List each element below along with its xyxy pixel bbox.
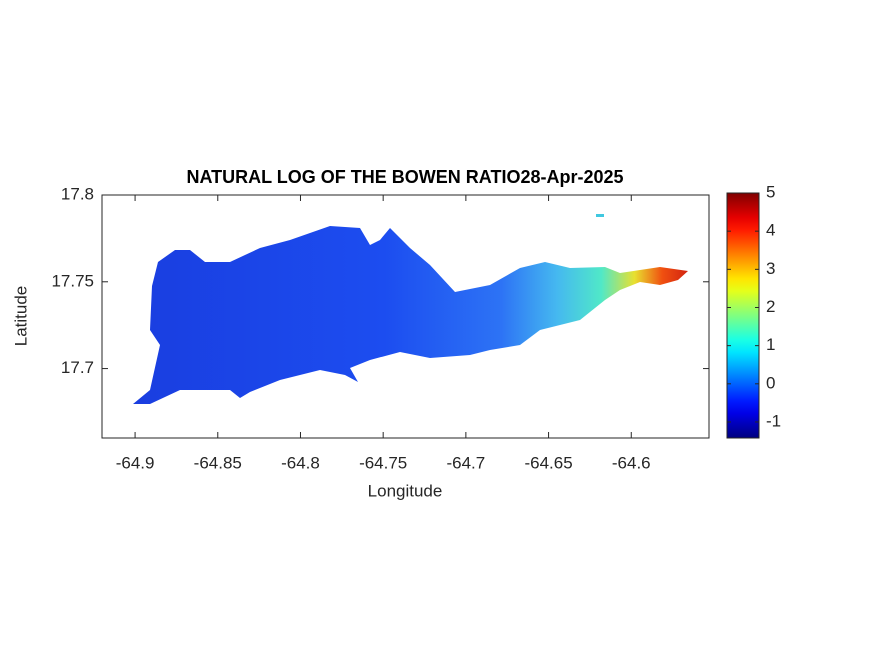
colorbar-tick-label: 3 [766,259,775,278]
x-tick-label: -64.6 [612,453,651,472]
chart-title: NATURAL LOG OF THE BOWEN RATIO28-Apr-202… [186,167,623,187]
colorbar-tick-label: 5 [766,182,775,201]
x-tick-label: -64.8 [281,453,320,472]
x-tick-label: -64.9 [116,453,155,472]
colorbar-tick-label: 1 [766,335,775,354]
x-tick-label: -64.85 [194,453,242,472]
y-axis-label: Latitude [11,286,30,347]
colorbar [726,192,760,439]
x-tick-label: -64.65 [524,453,572,472]
x-tick-label: -64.75 [359,453,407,472]
island [133,226,688,404]
y-tick-label: 17.8 [61,184,94,203]
x-tick-label: -64.7 [446,453,485,472]
y-tick-label: 17.7 [61,358,94,377]
islet [596,214,604,217]
colorbar-tick-label: 0 [766,373,775,392]
colorbar-tick-label: 4 [766,221,775,240]
colorbar-tick-label: -1 [766,411,781,430]
colorbar-tick-label: 2 [766,297,775,316]
x-axis-label: Longitude [368,481,443,500]
y-tick-label: 17.75 [51,271,94,290]
axes-box [101,194,710,439]
